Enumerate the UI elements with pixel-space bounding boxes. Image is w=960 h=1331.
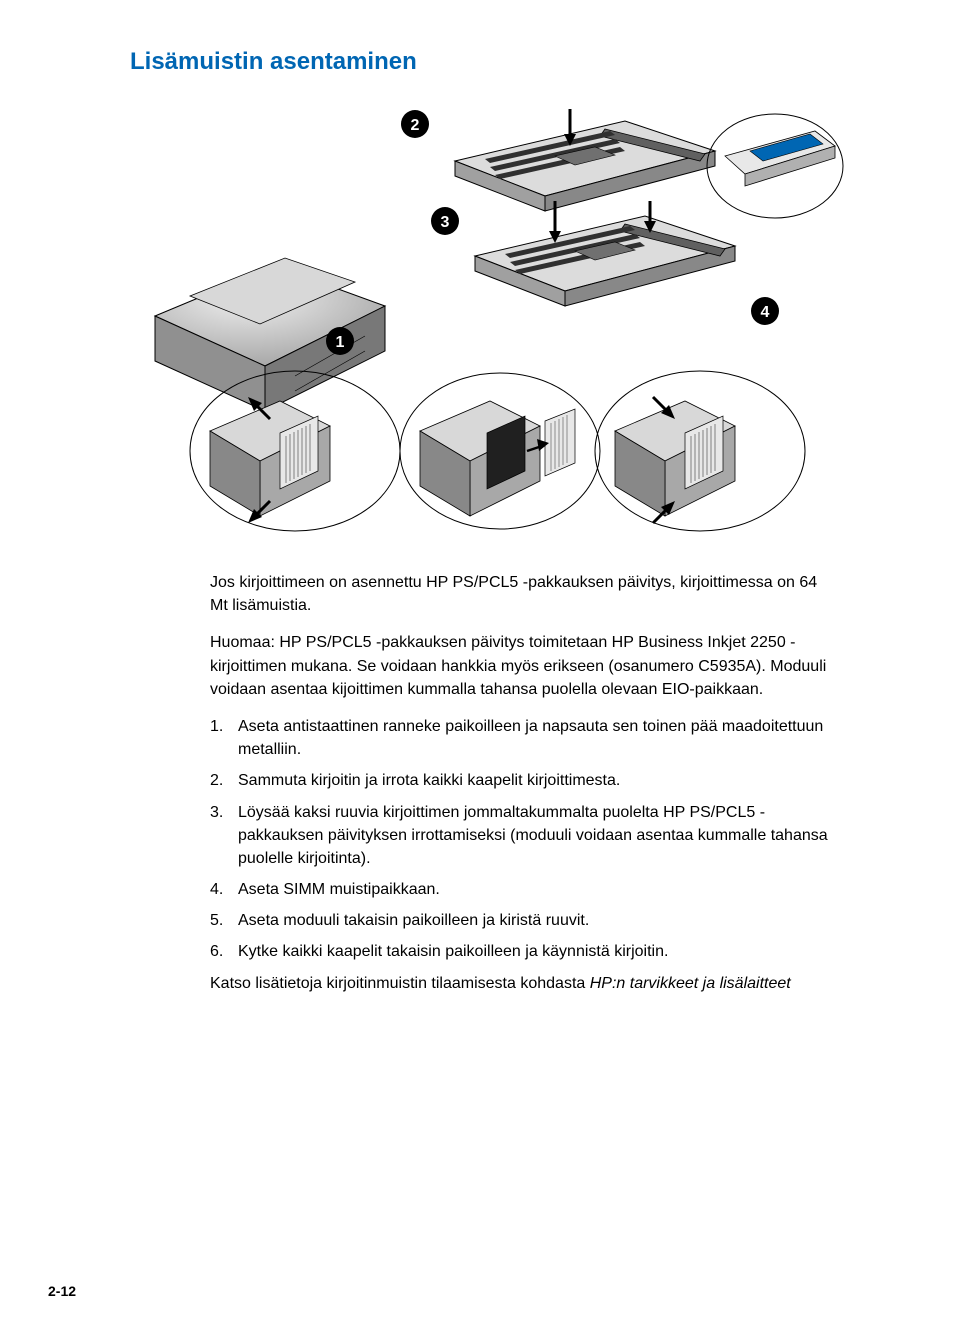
page-title: Lisämuistin asentaminen: [130, 48, 860, 76]
step-item: Kytke kaikki kaapelit takaisin paikoille…: [210, 940, 830, 963]
svg-text:3: 3: [441, 214, 450, 231]
page-number: 2-12: [48, 1283, 76, 1299]
step-item: Aseta SIMM muistipaikkaan.: [210, 878, 830, 901]
step-item: Löysää kaksi ruuvia kirjoittimen jommalt…: [210, 801, 830, 871]
step-item: Aseta antistaattinen ranneke paikoilleen…: [210, 715, 830, 761]
installation-diagram: 2 3: [145, 106, 845, 536]
closing-paragraph: Katso lisätietoja kirjoitinmuistin tilaa…: [210, 972, 830, 995]
note-paragraph: Huomaa: HP PS/PCL5 -pakkauksen päivitys …: [210, 631, 830, 701]
closing-text: Katso lisätietoja kirjoitinmuistin tilaa…: [210, 975, 590, 992]
closing-italic: HP:n tarvikkeet ja lisälaitteet: [590, 975, 791, 992]
svg-text:2: 2: [411, 117, 420, 134]
intro-paragraph: Jos kirjoittimeen on asennettu HP PS/PCL…: [210, 571, 830, 617]
svg-text:4: 4: [761, 304, 770, 321]
svg-text:1: 1: [336, 334, 345, 351]
steps-list: Aseta antistaattinen ranneke paikoilleen…: [210, 715, 830, 964]
step-item: Aseta moduuli takaisin paikoilleen ja ki…: [210, 909, 830, 932]
step-item: Sammuta kirjoitin ja irrota kaikki kaape…: [210, 769, 830, 792]
content-block: Jos kirjoittimeen on asennettu HP PS/PCL…: [210, 571, 830, 995]
